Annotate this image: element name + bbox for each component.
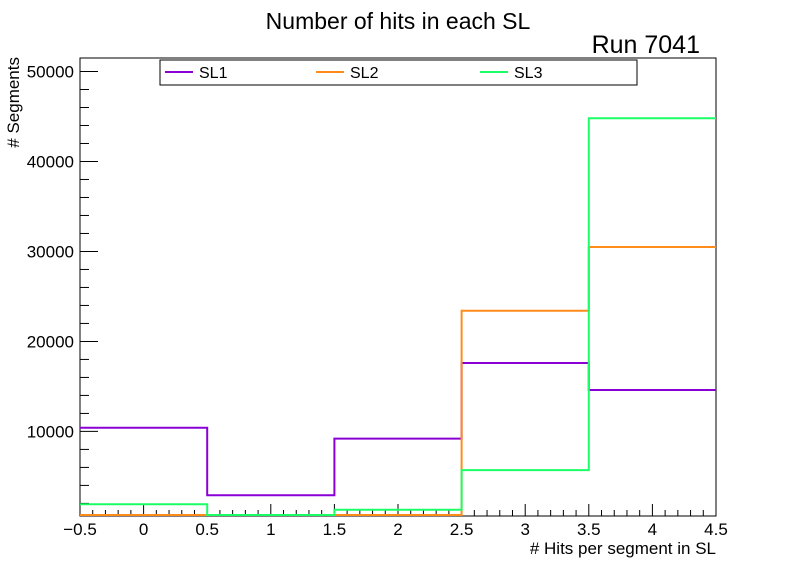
- y-tick-labels: 10000 20000 30000 40000 50000: [27, 62, 74, 441]
- series-sl1-line: [80, 362, 716, 497]
- x-tick-label: 0.5: [195, 520, 219, 539]
- x-tick-label: 3.5: [577, 520, 601, 539]
- axis-ticks: [79, 70, 717, 516]
- legend-box: [159, 59, 638, 86]
- x-tick-label: 4.5: [704, 520, 728, 539]
- y-tick-label: 40000: [27, 152, 74, 171]
- y-tick-label: 10000: [27, 422, 74, 441]
- y-tick-label: 20000: [27, 332, 74, 351]
- x-tick-label: 1: [266, 520, 275, 539]
- x-tick-label: 1.5: [323, 520, 347, 539]
- x-tick-label: 3: [520, 520, 529, 539]
- legend: SL1 SL2 SL3: [159, 59, 638, 86]
- x-axis-label: # Hits per segment in SL: [530, 539, 716, 558]
- plot-frame: [79, 57, 717, 517]
- x-tick-label: 2: [393, 520, 402, 539]
- series-sl2-line: [80, 246, 716, 516]
- legend-label-sl3: SL3: [514, 65, 543, 82]
- x-tick-label: −0.5: [63, 520, 97, 539]
- y-tick-label: 30000: [27, 242, 74, 261]
- x-tick-label: 4: [648, 520, 657, 539]
- x-tick-labels: −0.5 0 0.5 1 1.5 2 2.5 3 3.5 4 4.5: [63, 520, 728, 539]
- y-tick-label: 50000: [27, 62, 74, 81]
- run-annotation: Run 7041: [592, 31, 700, 59]
- chart-title: Number of hits in each SL: [266, 8, 531, 34]
- series-sl3-line: [80, 117, 716, 516]
- data-series: [80, 117, 716, 516]
- x-tick-label: 2.5: [450, 520, 474, 539]
- legend-label-sl1: SL1: [199, 65, 228, 82]
- y-axis-label: # Segments: [4, 57, 23, 148]
- legend-label-sl2: SL2: [350, 65, 379, 82]
- x-tick-label: 0: [139, 520, 148, 539]
